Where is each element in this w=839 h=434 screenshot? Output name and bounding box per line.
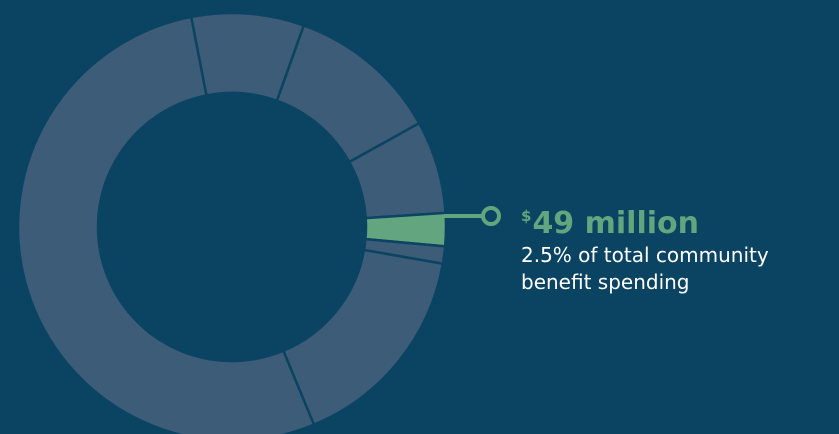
currency-symbol: $ [521, 207, 532, 225]
donut-slice [281, 248, 445, 427]
donut-slice [16, 15, 316, 434]
donut-slices [16, 11, 448, 434]
callout-description: 2.5% of total community benefit spending [521, 243, 769, 294]
amount-value: 49 million [532, 206, 699, 241]
callout-marker-circle [481, 206, 501, 226]
highlight-callout: $49 million 2.5% of total community bene… [521, 198, 839, 296]
callout-amount: $49 million [521, 198, 839, 242]
